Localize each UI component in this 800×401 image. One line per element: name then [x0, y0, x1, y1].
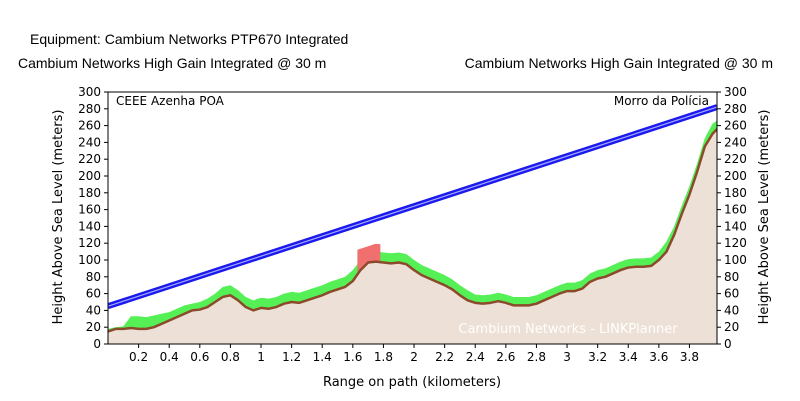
y-tick-label-left: 40 [86, 303, 101, 317]
x-tick-label: 3.4 [619, 350, 638, 364]
x-tick-label: 0.2 [129, 350, 148, 364]
site-left-label: CEEE Azenha POA [116, 94, 225, 108]
x-tick-label: 2.8 [527, 350, 546, 364]
y-tick-label-right: 300 [724, 85, 747, 99]
x-tick-label: 2.6 [496, 350, 515, 364]
y-tick-label-left: 140 [78, 219, 101, 233]
y-tick-label-right: 120 [724, 236, 747, 250]
x-tick-label: 2.2 [435, 350, 454, 364]
x-tick-label: 0.4 [160, 350, 179, 364]
x-tick-label: 2.4 [466, 350, 485, 364]
y-tick-label-left: 80 [86, 270, 101, 284]
plot-area [108, 104, 717, 344]
line-of-sight-core [108, 106, 717, 307]
antenna-left-label: Cambium Networks High Gain Integrated @ … [18, 55, 327, 71]
y-tick-label-right: 220 [724, 152, 747, 166]
x-tick-label: 0.6 [190, 350, 209, 364]
y-tick-label-left: 120 [78, 236, 101, 250]
y-tick-label-right: 60 [724, 287, 739, 301]
x-tick-label: 2 [410, 350, 418, 364]
y-tick-label-left: 280 [78, 102, 101, 116]
y-tick-label-left: 220 [78, 152, 101, 166]
y-tick-label-left: 60 [86, 287, 101, 301]
x-tick-label: 1 [257, 350, 265, 364]
y-axis-label-left: Height Above Sea Level (meters) [51, 110, 66, 325]
watermark: Cambium Networks - LINKPlanner [458, 322, 678, 337]
y-tick-label-left: 0 [93, 337, 101, 351]
x-tick-label: 3.8 [680, 350, 699, 364]
y-tick-label-right: 0 [724, 337, 732, 351]
y-tick-label-left: 100 [78, 253, 101, 267]
x-tick-label: 0.8 [221, 350, 240, 364]
y-tick-label-right: 100 [724, 253, 747, 267]
terrain-area [108, 128, 717, 344]
y-tick-label-left: 240 [78, 135, 101, 149]
equipment-title: Equipment: Cambium Networks PTP670 Integ… [30, 31, 349, 47]
y-tick-label-right: 80 [724, 270, 739, 284]
x-axis-label: Range on path (kilometers) [323, 375, 501, 390]
y-tick-label-right: 40 [724, 303, 739, 317]
x-tick-label: 3.2 [588, 350, 607, 364]
y-tick-label-right: 280 [724, 102, 747, 116]
axes: 0 0 20 20 40 40 60 60 80 80 100 100 120 120 140 140 160 1… [78, 85, 747, 364]
plot-frame [107, 91, 718, 345]
y-tick-label-right: 260 [724, 119, 747, 133]
x-tick-label: 1.6 [343, 350, 362, 364]
y-tick-label-left: 180 [78, 186, 101, 200]
x-tick-label: 1.2 [282, 350, 301, 364]
y-tick-label-right: 20 [724, 320, 739, 334]
y-tick-label-left: 20 [86, 320, 101, 334]
x-tick-label: 3.6 [649, 350, 668, 364]
y-tick-label-right: 240 [724, 135, 747, 149]
y-tick-label-left: 300 [78, 85, 101, 99]
y-tick-label-right: 180 [724, 186, 747, 200]
y-tick-label-left: 200 [78, 169, 101, 183]
x-tick-label: 3 [563, 350, 571, 364]
y-tick-label-left: 260 [78, 119, 101, 133]
y-tick-label-right: 160 [724, 203, 747, 217]
antenna-right-label: Cambium Networks High Gain Integrated @ … [464, 55, 773, 71]
y-tick-label-right: 200 [724, 169, 747, 183]
x-tick-label: 1.4 [313, 350, 332, 364]
y-tick-label-right: 140 [724, 219, 747, 233]
x-tick-label: 1.8 [374, 350, 393, 364]
y-tick-label-left: 160 [78, 203, 101, 217]
y-axis-label-right: Height Above Sea Level (meters) [757, 110, 772, 325]
plot-layer [108, 104, 717, 344]
terrain-line [108, 128, 717, 333]
site-right-label: Morro da Polícia [614, 94, 709, 108]
